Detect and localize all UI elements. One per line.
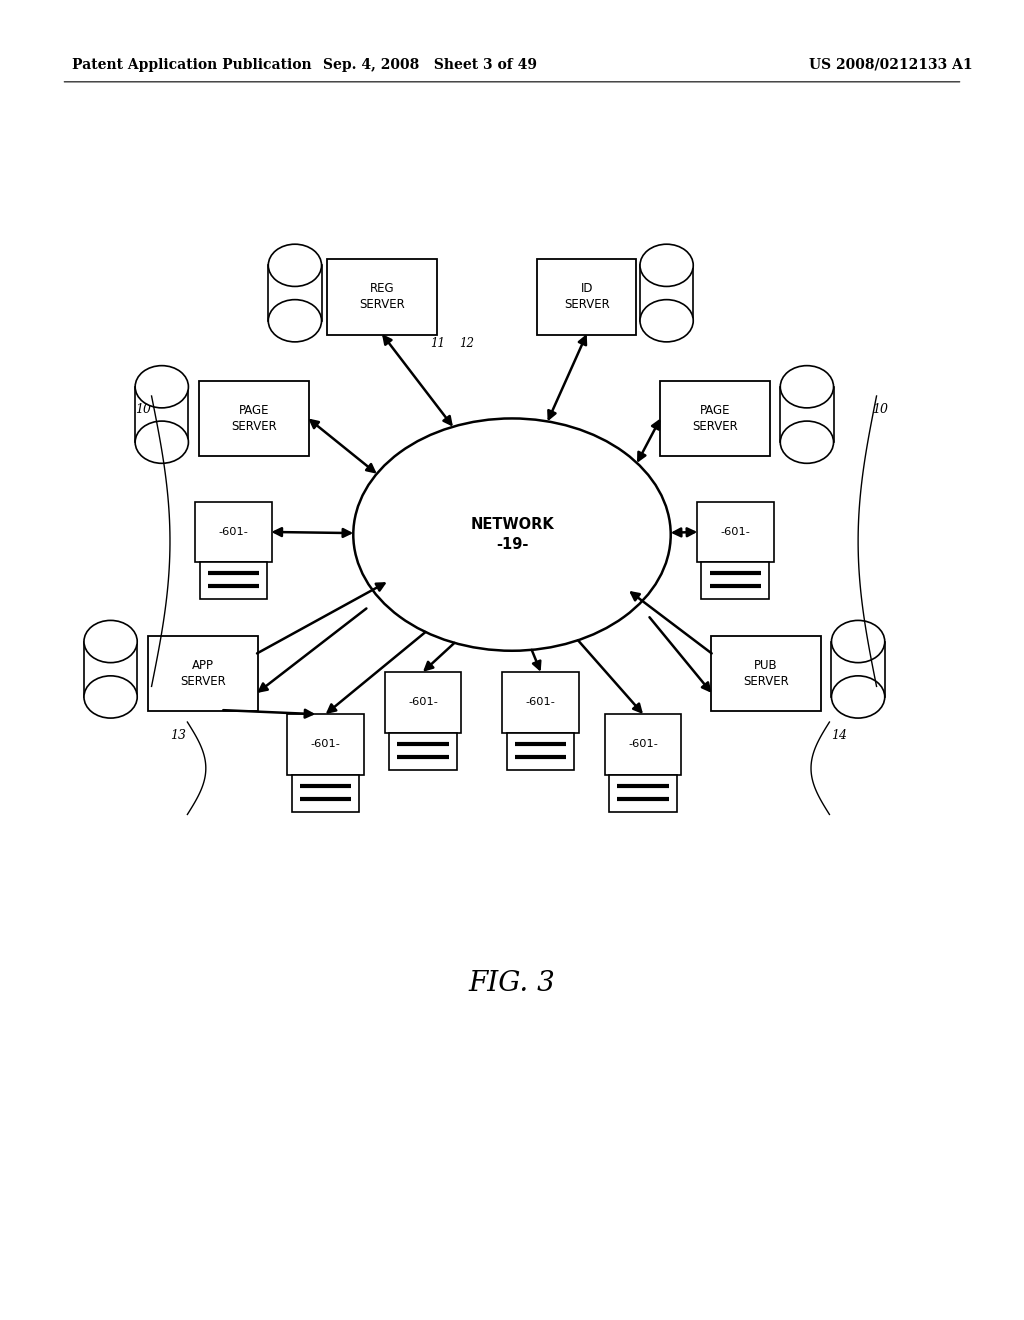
Bar xyxy=(659,380,770,455)
Text: -601-: -601- xyxy=(525,697,556,708)
Bar xyxy=(135,387,188,442)
Ellipse shape xyxy=(353,418,671,651)
Bar xyxy=(696,502,774,562)
Ellipse shape xyxy=(831,620,885,663)
Ellipse shape xyxy=(640,300,693,342)
Text: US 2008/0212133 A1: US 2008/0212133 A1 xyxy=(809,58,973,71)
Ellipse shape xyxy=(135,366,188,408)
Text: -601-: -601- xyxy=(310,739,341,750)
Ellipse shape xyxy=(268,300,322,342)
Text: Sep. 4, 2008   Sheet 3 of 49: Sep. 4, 2008 Sheet 3 of 49 xyxy=(324,58,537,71)
Text: 13: 13 xyxy=(170,729,186,742)
Ellipse shape xyxy=(831,676,885,718)
Bar xyxy=(199,380,309,455)
Text: PAGE
SERVER: PAGE SERVER xyxy=(231,404,276,433)
Bar xyxy=(604,714,682,775)
Bar xyxy=(507,733,574,770)
Bar xyxy=(148,636,258,710)
Text: -601-: -601- xyxy=(628,739,658,750)
Bar xyxy=(711,636,821,710)
Ellipse shape xyxy=(84,676,137,718)
Bar xyxy=(640,265,693,321)
Text: FIG. 3: FIG. 3 xyxy=(469,970,555,997)
Bar xyxy=(780,387,834,442)
Ellipse shape xyxy=(268,244,322,286)
Bar xyxy=(84,642,137,697)
Ellipse shape xyxy=(135,421,188,463)
Bar xyxy=(195,502,272,562)
Text: NETWORK
-19-: NETWORK -19- xyxy=(470,517,554,552)
Text: Patent Application Publication: Patent Application Publication xyxy=(72,58,311,71)
Text: PAGE
SERVER: PAGE SERVER xyxy=(692,404,737,433)
Bar xyxy=(287,714,365,775)
Text: REG
SERVER: REG SERVER xyxy=(359,282,404,312)
Bar xyxy=(831,642,885,697)
Bar xyxy=(609,775,677,812)
Ellipse shape xyxy=(84,620,137,663)
Text: -601-: -601- xyxy=(408,697,438,708)
Bar xyxy=(389,733,457,770)
Bar xyxy=(268,265,322,321)
Text: 11: 11 xyxy=(430,337,445,350)
Text: PUB
SERVER: PUB SERVER xyxy=(743,659,788,688)
Bar xyxy=(537,259,636,334)
Bar xyxy=(503,672,580,733)
Text: -601-: -601- xyxy=(720,527,751,537)
Bar xyxy=(292,775,359,812)
Ellipse shape xyxy=(640,244,693,286)
Bar xyxy=(328,259,436,334)
Bar xyxy=(701,562,769,599)
Text: 14: 14 xyxy=(831,729,848,742)
Bar xyxy=(385,672,461,733)
Text: APP
SERVER: APP SERVER xyxy=(180,659,225,688)
Bar xyxy=(200,562,267,599)
Text: 12: 12 xyxy=(459,337,474,350)
Text: ID
SERVER: ID SERVER xyxy=(564,282,609,312)
Ellipse shape xyxy=(780,366,834,408)
Text: 10: 10 xyxy=(135,403,152,416)
Text: 10: 10 xyxy=(872,403,889,416)
Text: -601-: -601- xyxy=(218,527,249,537)
Ellipse shape xyxy=(780,421,834,463)
